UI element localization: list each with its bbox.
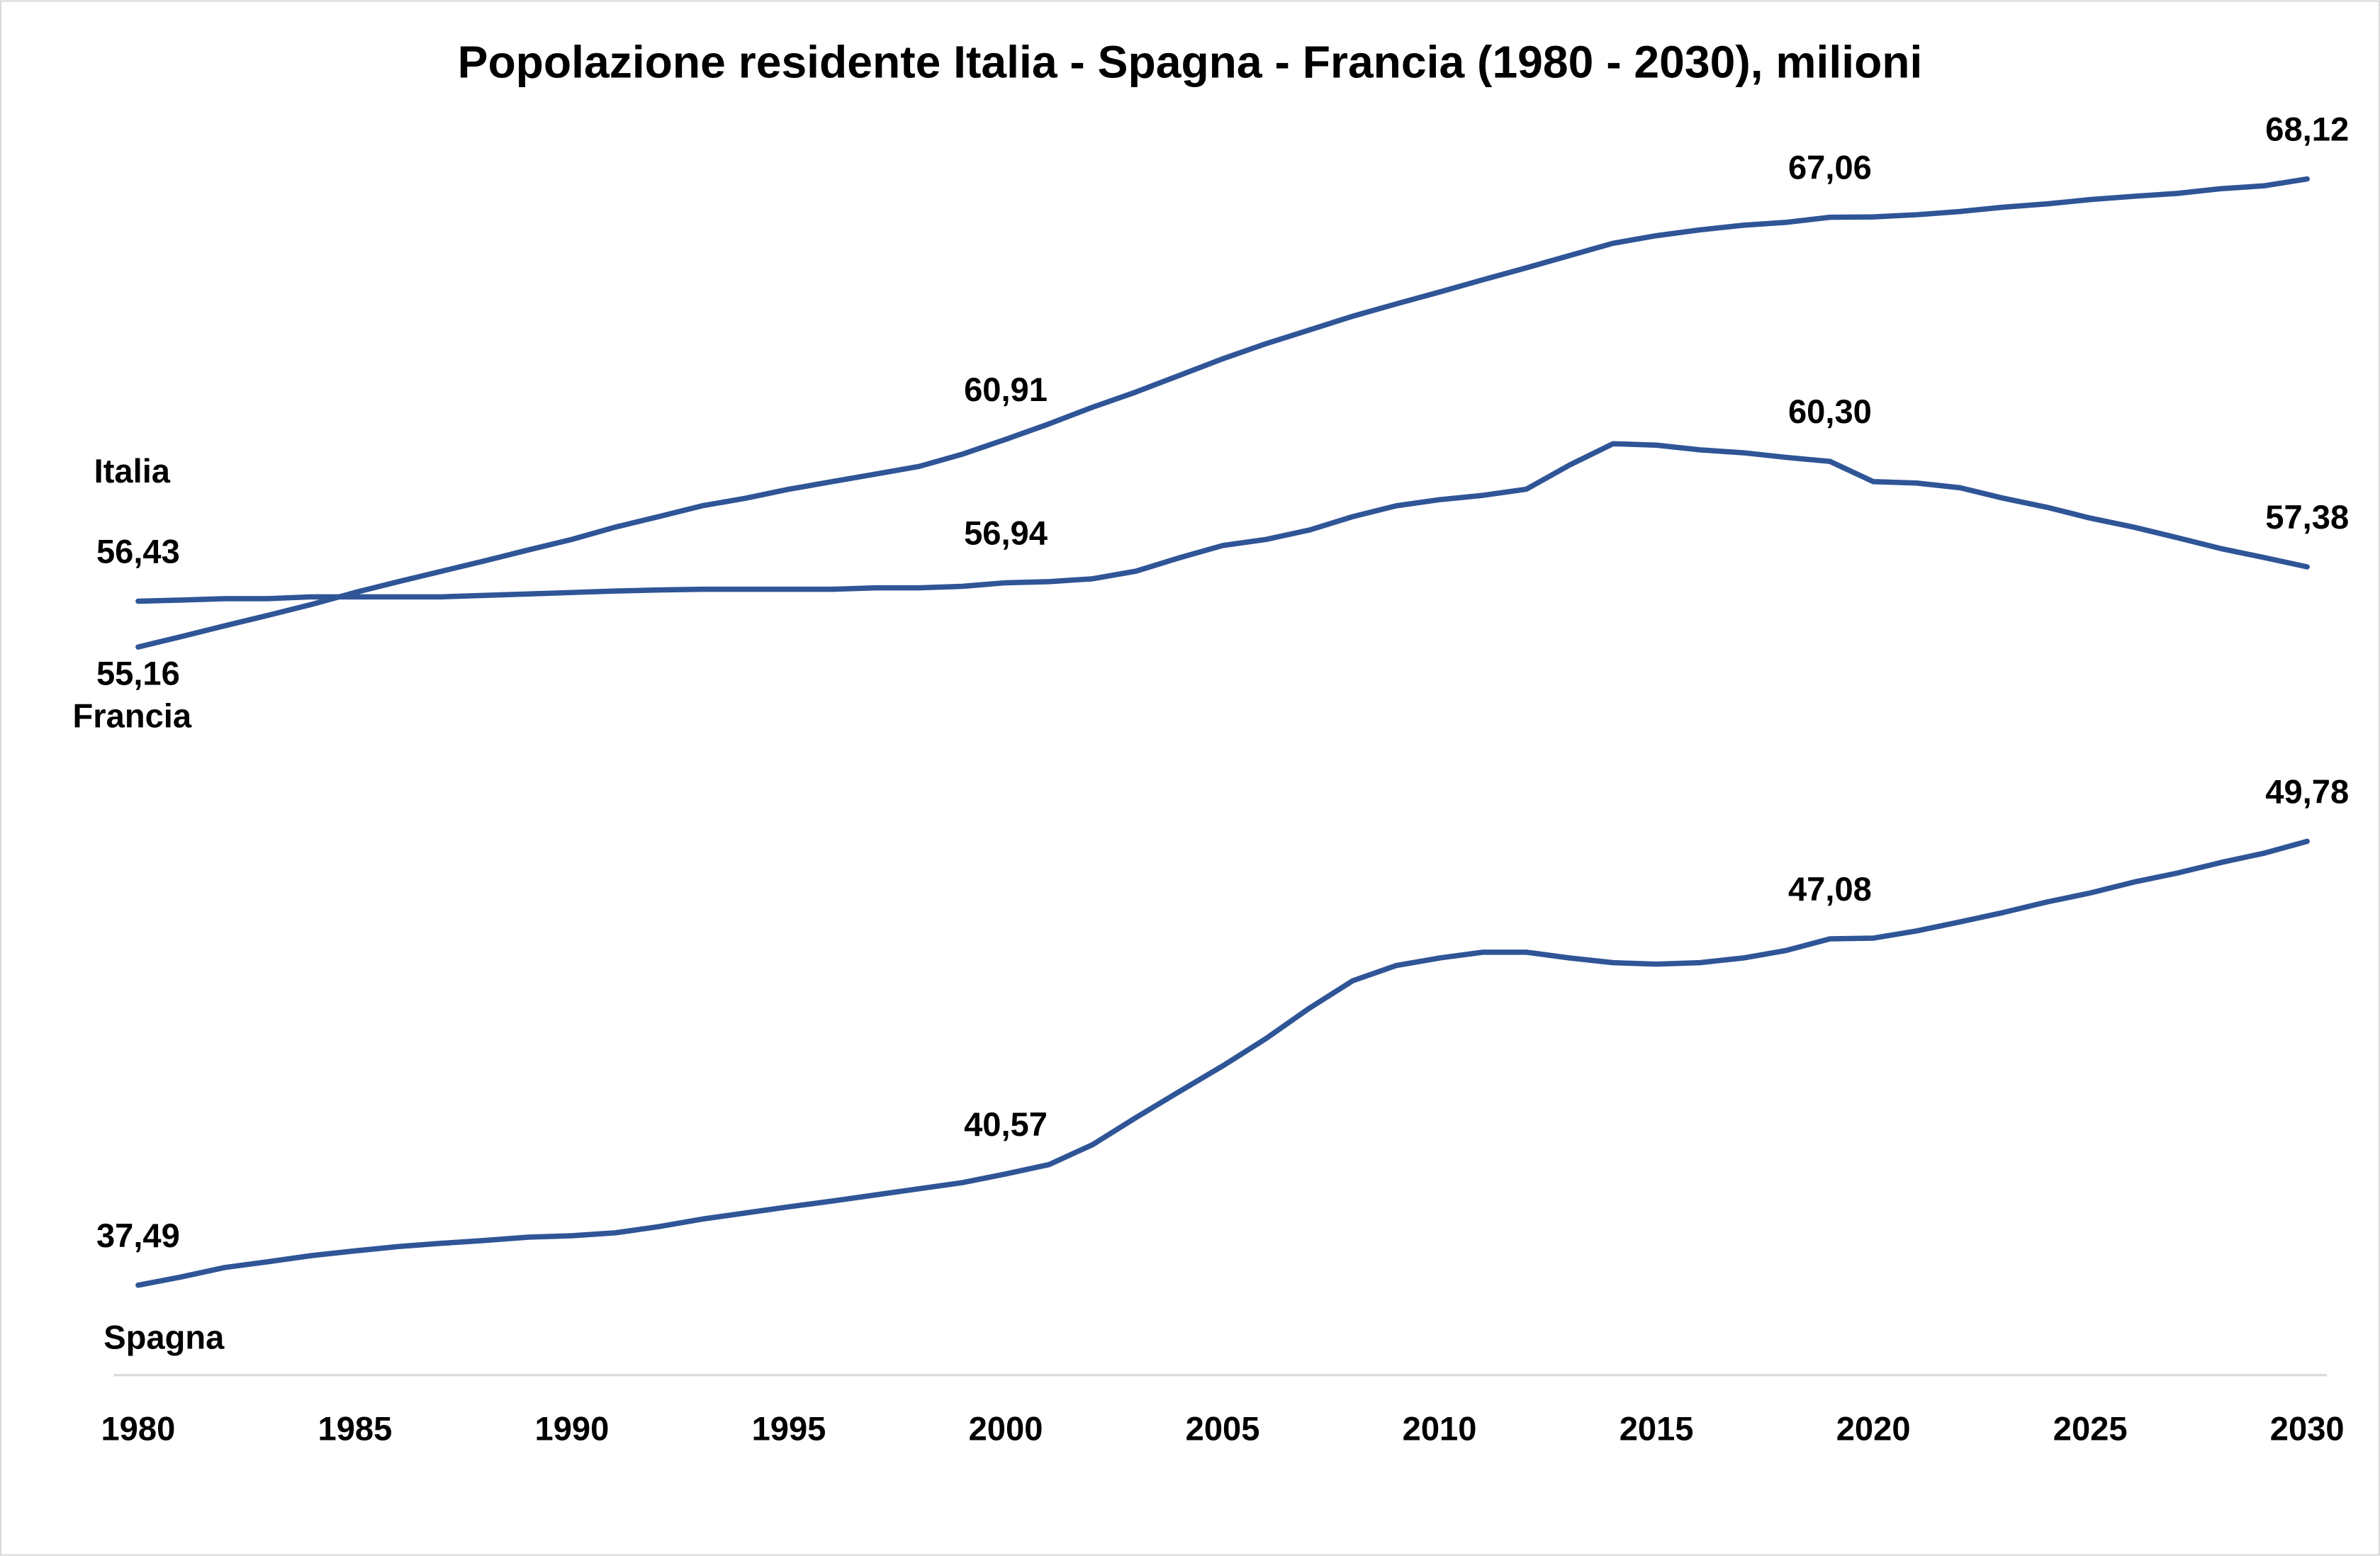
data-label: 60,30 <box>1788 393 1872 430</box>
series-line <box>135 838 2310 1288</box>
data-label: 68,12 <box>2265 111 2349 148</box>
data-label: 57,38 <box>2265 498 2349 536</box>
series-name-label: Italia <box>94 452 171 490</box>
x-tick-label: 1985 <box>318 1409 393 1447</box>
x-tick-label: 2000 <box>969 1409 1043 1447</box>
data-label: 37,49 <box>96 1217 180 1254</box>
x-tick-label: 2005 <box>1186 1409 1260 1447</box>
x-tick-label: 1980 <box>101 1409 175 1447</box>
x-tick-label: 2010 <box>1403 1409 1477 1447</box>
series-name-label: Francia <box>73 697 192 734</box>
data-label: 55,16 <box>96 654 180 692</box>
series-line <box>135 441 2310 604</box>
data-label: 60,91 <box>964 371 1048 408</box>
data-label: 67,06 <box>1788 149 1872 186</box>
x-tick-label: 1995 <box>752 1409 826 1447</box>
data-label: 47,08 <box>1788 870 1872 908</box>
x-tick-label: 2025 <box>2053 1409 2128 1447</box>
data-label: 56,43 <box>96 532 180 570</box>
data-label: 49,78 <box>2265 772 2349 810</box>
data-label: 40,57 <box>964 1105 1048 1143</box>
x-tick-label: 2020 <box>1836 1409 1911 1447</box>
series-name-label: Spagna <box>103 1318 225 1355</box>
data-label: 56,94 <box>964 514 1048 551</box>
x-tick-label: 2015 <box>1620 1409 1694 1447</box>
series-line <box>135 176 2310 650</box>
x-tick-label: 2030 <box>2270 1409 2345 1447</box>
chart-title: Popolazione residente Italia - Spagna - … <box>458 36 1923 87</box>
x-tick-label: 1990 <box>535 1409 610 1447</box>
